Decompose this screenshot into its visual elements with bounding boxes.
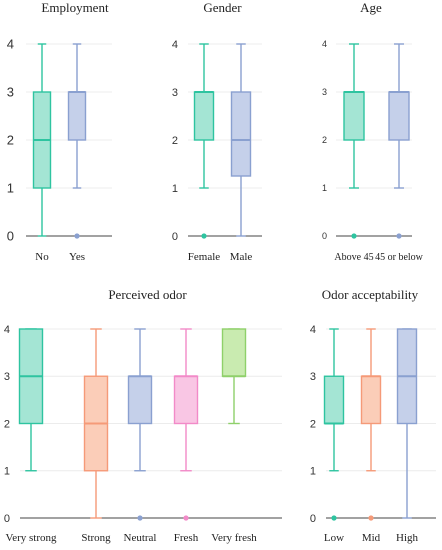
y-tick-label: 4 — [4, 324, 10, 336]
x-tick-label: Yes — [69, 251, 85, 263]
y-tick-label: 4 — [310, 324, 316, 336]
y-tick-label: 1 — [172, 183, 178, 195]
outlier-point — [351, 233, 357, 239]
y-tick-label: 2 — [4, 418, 10, 430]
perceived-odor-chart: 0 1 2 3 4 Very strong Strong Neutral Fresh Very f… — [4, 324, 282, 544]
x-tick-label: Neutral — [124, 532, 157, 544]
y-tick-label: 3 — [7, 85, 14, 100]
x-tick-label: No — [35, 251, 49, 263]
y-tick-label: 3 — [310, 371, 316, 383]
iqr-box — [343, 91, 365, 141]
chart-title: Gender — [203, 0, 242, 15]
y-tick-label: 0 — [322, 231, 327, 241]
outlier-point — [396, 233, 402, 239]
y-tick-label: 3 — [172, 87, 178, 99]
x-tick-label: Above 45 — [334, 252, 373, 263]
x-tick-label: High — [396, 532, 419, 544]
iqr-box — [67, 91, 87, 141]
x-tick-label: Very fresh — [211, 532, 257, 544]
odor-acceptability-chart: 0 1 2 3 4 Low Mid High — [310, 324, 436, 544]
odor-acceptability-panel: Odor acceptability 0 1 2 3 4 Low Mid High — [298, 287, 442, 550]
y-tick-label: 1 — [7, 181, 14, 196]
gender-chart: 0 1 2 3 4 Female Male — [172, 39, 262, 263]
x-tick-label: Very strong — [5, 532, 57, 544]
iqr-box — [388, 91, 410, 141]
x-tick-label: Male — [230, 251, 253, 263]
y-tick-label: 2 — [172, 135, 178, 147]
iqr-box — [230, 91, 252, 177]
age-chart: 0 1 2 3 4 Above 45 45 or below — [322, 39, 424, 263]
x-tick-label: Female — [188, 251, 220, 263]
iqr-box — [323, 375, 345, 425]
employment-panel: Employment 0 1 2 3 4 No Yes — [0, 0, 150, 275]
outlier-point — [137, 515, 143, 521]
chart-title: Employment — [41, 0, 109, 15]
chart-title: Odor acceptability — [321, 287, 419, 302]
x-tick-label: 45 or below — [375, 252, 424, 263]
iqr-box — [221, 328, 247, 377]
gender-panel: Gender 0 1 2 3 4 Female Male — [150, 0, 295, 275]
x-tick-label: Strong — [81, 532, 111, 544]
y-tick-label: 3 — [322, 87, 327, 97]
y-tick-label: 1 — [322, 183, 327, 193]
chart-title: Perceived odor — [108, 287, 187, 302]
y-tick-label: 4 — [7, 37, 14, 52]
y-tick-label: 2 — [322, 135, 327, 145]
y-tick-label: 0 — [4, 513, 10, 525]
y-tick-label: 0 — [7, 229, 14, 244]
outlier-point — [201, 233, 207, 239]
y-tick-label: 0 — [310, 513, 316, 525]
chart-title: Age — [360, 0, 382, 15]
age-panel: Age 0 1 2 3 4 Above 45 45 or below — [300, 0, 442, 275]
y-tick-label: 4 — [172, 39, 178, 51]
outlier-point — [183, 515, 189, 521]
iqr-box — [193, 91, 215, 141]
employment-chart: 0 1 2 3 4 No Yes — [7, 37, 112, 263]
y-tick-label: 2 — [7, 133, 14, 148]
outlier-point — [74, 233, 80, 239]
x-tick-label: Mid — [362, 532, 381, 544]
outlier-point — [331, 515, 337, 521]
x-tick-label: Low — [324, 532, 344, 544]
y-tick-label: 4 — [322, 39, 327, 49]
x-tick-label: Fresh — [174, 532, 199, 544]
y-tick-label: 3 — [4, 371, 10, 383]
iqr-box — [127, 375, 153, 425]
y-tick-label: 0 — [172, 231, 178, 243]
iqr-box — [360, 375, 382, 425]
outlier-point — [368, 515, 374, 521]
iqr-box — [173, 375, 199, 425]
y-tick-label: 2 — [310, 418, 316, 430]
y-tick-label: 1 — [310, 466, 316, 478]
y-tick-label: 1 — [4, 466, 10, 478]
perceived-odor-panel: Perceived odor 0 1 2 3 4 Very strong Strong Neu… — [0, 287, 295, 550]
